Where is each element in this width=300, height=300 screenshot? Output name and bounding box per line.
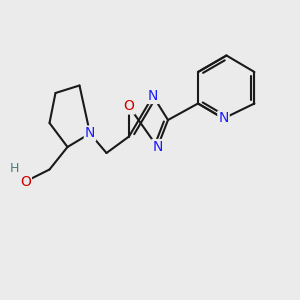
Text: O: O: [20, 175, 31, 188]
Text: N: N: [218, 112, 229, 125]
Text: N: N: [85, 127, 95, 140]
Text: N: N: [148, 89, 158, 103]
Text: N: N: [152, 140, 163, 154]
Text: H: H: [10, 161, 19, 175]
Text: O: O: [124, 100, 134, 113]
